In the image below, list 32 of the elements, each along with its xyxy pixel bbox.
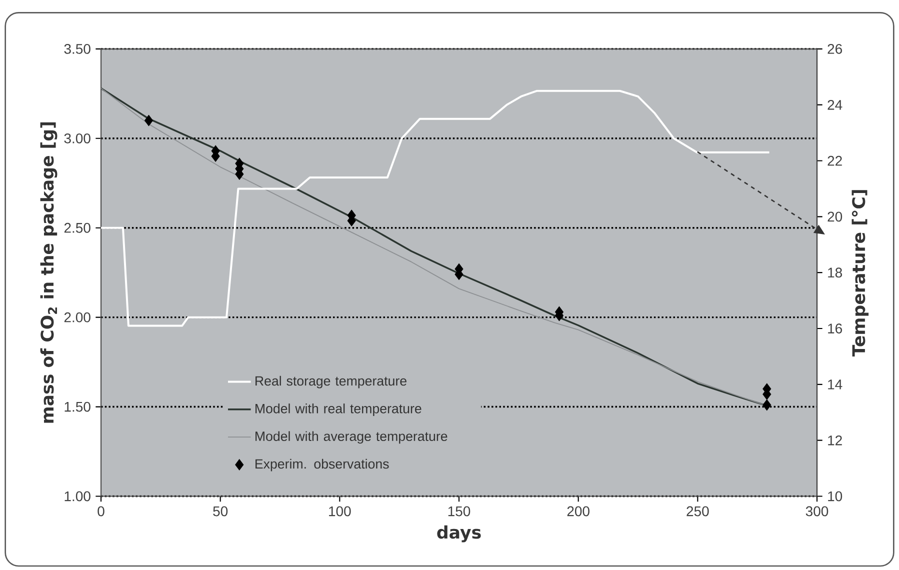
y-tick-label: 1.00 (64, 491, 90, 502)
y-tick-label: 1.50 (64, 402, 90, 412)
point (762, 399, 772, 411)
y2-tick-label: 22 (828, 156, 842, 166)
x-tick-label: 250 (686, 506, 709, 516)
y-tick-label: 3.50 (64, 44, 90, 54)
y-tick-label: 3.00 (64, 133, 90, 144)
y2-tick-label: 12 (828, 435, 842, 446)
x-tick-label: 300 (806, 506, 828, 516)
y-axis-title: mass of CO$_{2}$ in the package [g] (40, 122, 58, 423)
y2-tick-label: 26 (828, 44, 842, 54)
legend-label: Real storage temperature (256, 376, 406, 388)
legend-label: Model with real temperature (256, 404, 422, 416)
x-tick-label: 100 (329, 506, 351, 516)
y-tick-label: 2.00 (64, 312, 90, 322)
y-tick-label: 2.50 (64, 222, 90, 233)
y2-tick-label: 20 (828, 212, 842, 222)
x-tick-label: 50 (213, 506, 228, 516)
y2-tick-label: 24 (828, 100, 842, 110)
y2-tick-label: 18 (828, 268, 842, 278)
x-tick-label: 150 (448, 506, 470, 516)
y2-tick-label: 16 (828, 324, 842, 334)
x-axis-title: days (437, 525, 481, 542)
y2-tick-label: 10 (828, 491, 842, 502)
x-tick-label: 200 (567, 506, 590, 516)
y2-axis-title: Temperature [°C] (852, 190, 869, 356)
x-tick-label: 0 (98, 506, 104, 516)
legend-label: Experim. observations (256, 458, 389, 472)
y2-tick-label: 14 (828, 380, 842, 390)
point (144, 114, 154, 126)
line-series (101, 90, 770, 327)
legend-label: Model with average temperature (256, 431, 448, 444)
